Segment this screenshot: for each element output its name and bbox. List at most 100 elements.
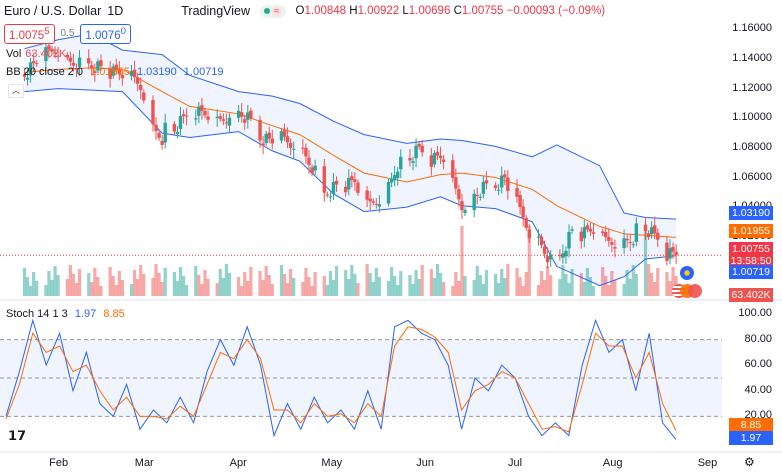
volume-bar xyxy=(47,271,51,296)
candle-body xyxy=(665,242,669,261)
candle-body xyxy=(399,156,403,170)
volume-bar xyxy=(258,271,262,296)
candle-body xyxy=(344,186,348,193)
candle-body xyxy=(160,140,164,145)
volume-bar xyxy=(65,279,69,296)
volume-bar xyxy=(613,280,617,296)
buy-button[interactable]: 1.00760 xyxy=(80,24,131,44)
volume-bar xyxy=(181,276,186,296)
candle-body xyxy=(310,167,314,174)
bb-basis-value: 1.01955 xyxy=(90,66,130,78)
volume-bar xyxy=(114,285,118,296)
volume-bar xyxy=(549,275,553,296)
candle-body xyxy=(579,231,583,242)
candle-body xyxy=(65,54,70,58)
candle-body xyxy=(500,175,504,188)
candle-body xyxy=(457,189,461,200)
volume-bar xyxy=(622,284,626,296)
bb-fill xyxy=(24,33,677,286)
volume-bar xyxy=(347,279,351,296)
tradingview-logo-icon[interactable]: 𝟭𝟳 xyxy=(8,428,27,443)
volume-bar xyxy=(240,286,244,296)
interval-label[interactable]: 1D xyxy=(107,4,124,18)
price-axis-tick: 1.16000 xyxy=(732,22,772,35)
volume-bar xyxy=(396,285,400,296)
candle-body xyxy=(151,99,155,125)
symbol-name[interactable]: Euro / U.S. Dollar xyxy=(4,4,102,18)
candle-body xyxy=(484,180,489,184)
volume-bar xyxy=(32,272,36,296)
candle-body xyxy=(224,122,229,124)
candle-body xyxy=(429,155,434,167)
volume-bar xyxy=(542,280,547,296)
stoch-k-tag: 1.97 xyxy=(729,431,773,445)
volume-bar xyxy=(536,285,541,296)
collapse-legend-icon[interactable]: ︿ xyxy=(8,84,24,98)
vol-legend[interactable]: Vol 63.402K xyxy=(6,48,67,60)
candle-body xyxy=(93,71,97,73)
candle-body xyxy=(451,160,455,178)
candle-body xyxy=(478,196,483,198)
volume-bar xyxy=(521,286,525,296)
volume-bar xyxy=(292,278,296,296)
eu-flag-icon[interactable] xyxy=(680,266,694,280)
bb-lower-value: 1.00719 xyxy=(183,66,224,78)
volume-bar xyxy=(524,272,528,296)
sell-button[interactable]: 1.00755 xyxy=(4,24,55,44)
candle-body xyxy=(25,77,30,80)
candle-body xyxy=(47,45,51,50)
volume-bar xyxy=(108,267,112,296)
candle-body xyxy=(181,114,186,117)
volume-bar xyxy=(610,271,614,296)
candle-body xyxy=(261,143,265,146)
candle-body xyxy=(334,180,339,185)
volume-bar xyxy=(270,284,274,296)
volume-bar xyxy=(178,267,183,296)
candle-body xyxy=(56,55,60,57)
gear-icon[interactable]: ⚙ xyxy=(744,455,755,469)
candle-body xyxy=(142,92,146,101)
volume-bar xyxy=(172,272,176,296)
volume-bar xyxy=(356,283,360,296)
candle-body xyxy=(548,254,553,260)
candle-body xyxy=(163,122,167,143)
bb-basis-tag: 1.01955 xyxy=(729,224,773,238)
trade-panel: 1.00755 0.5 1.00760 xyxy=(4,24,131,44)
candle-body xyxy=(613,247,617,249)
volume-bar xyxy=(585,268,589,296)
candle-body xyxy=(481,181,486,194)
candle-body xyxy=(22,74,27,77)
volume-bar xyxy=(472,280,476,296)
candle-body xyxy=(53,52,57,54)
candle-body xyxy=(371,201,375,203)
candle-body xyxy=(35,63,39,65)
candle-body xyxy=(291,148,296,150)
volume-bar xyxy=(68,265,72,296)
candle-body xyxy=(646,233,651,238)
market-status-badge[interactable]: ≈ xyxy=(260,4,286,18)
volume-bar xyxy=(500,269,504,296)
candle-body xyxy=(600,231,605,234)
volume-bar xyxy=(322,276,326,296)
candle-body xyxy=(671,246,675,252)
candle-body xyxy=(282,129,287,137)
volume-bar xyxy=(377,277,381,296)
event-icon[interactable] xyxy=(688,284,702,298)
close-value: 1.00755 xyxy=(461,5,504,17)
volume-bar xyxy=(197,275,201,296)
candle-body xyxy=(668,248,672,259)
stoch-legend[interactable]: Stoch 14 1 3 1.97 8.85 xyxy=(6,308,125,320)
bb-legend[interactable]: BB 20 close 2 0 1.01955 1.03190 1.00719 xyxy=(6,66,224,78)
candle-body xyxy=(656,232,660,240)
spread-value: 0.5 xyxy=(60,28,75,40)
volume-bar xyxy=(457,281,461,296)
candle-body xyxy=(227,117,232,126)
candle-body xyxy=(197,106,201,116)
volume-bar xyxy=(442,282,446,296)
volume-bar xyxy=(224,264,228,296)
vol-legend-value: 63.402K xyxy=(25,48,67,60)
volume-bar xyxy=(22,268,27,296)
candle-body xyxy=(249,110,253,119)
candle-body xyxy=(652,225,657,234)
